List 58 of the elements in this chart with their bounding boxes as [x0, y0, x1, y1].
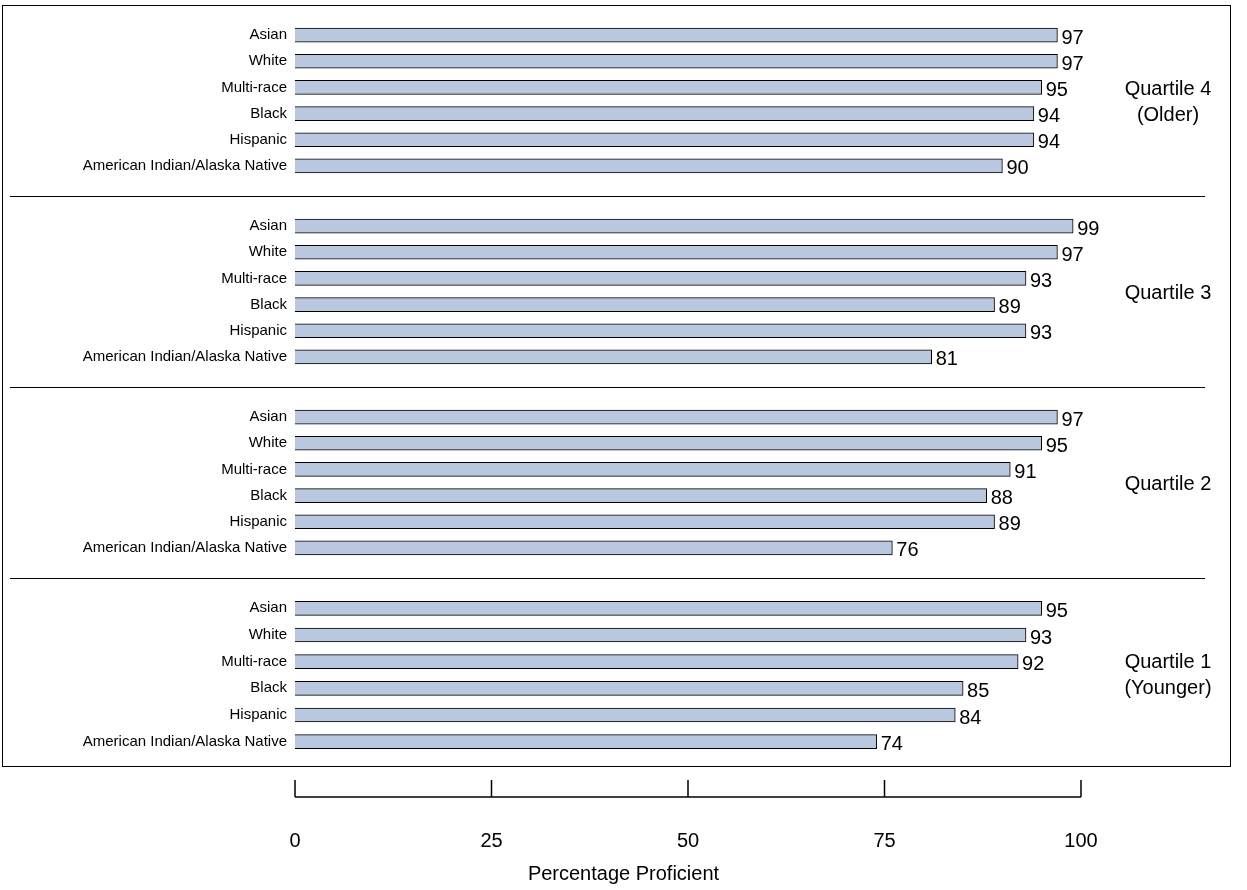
y-tick-label: Multi-race [221, 268, 287, 286]
data-label: 97 [1061, 242, 1084, 265]
data-label: 95 [1045, 433, 1068, 456]
text: Quartile 2 [1123, 470, 1213, 496]
data-label: 85 [967, 678, 990, 701]
y-tick-label: Asian [249, 598, 287, 616]
y-tick-label: Hispanic [229, 511, 288, 529]
data-label: 94 [1037, 130, 1061, 153]
data-label: 95 [1045, 598, 1068, 621]
y-tick-label: White [248, 51, 287, 69]
y-tick-label: White [248, 433, 287, 451]
x-axis-title: Percentage Proficient [526, 862, 721, 885]
data-label: 92 [1022, 652, 1045, 675]
text: Quartile 3 [1123, 279, 1213, 305]
data-label: 90 [1006, 156, 1029, 179]
data-label: 93 [1029, 321, 1053, 344]
data-label: 93 [1029, 625, 1053, 648]
x-tick-label: 100 [1064, 828, 1098, 851]
data-label: 99 [1077, 216, 1100, 239]
data-label: 88 [990, 486, 1013, 509]
y-tick-label: Asian [249, 407, 287, 425]
data-label: 97 [1061, 51, 1084, 74]
y-tick-label: American Indian/Alaska Native [82, 347, 287, 365]
y-tick-label: Black [250, 485, 288, 503]
x-tick-label: 0 [289, 828, 301, 851]
y-tick-label: American Indian/Alaska Native [82, 731, 287, 749]
y-tick-label: Multi-race [221, 459, 287, 477]
text: Quartile 4 (Older) [1123, 75, 1213, 127]
y-tick-label: American Indian/Alaska Native [82, 156, 287, 174]
data-label: 74 [880, 732, 903, 755]
data-label: 84 [959, 705, 982, 728]
y-tick-label: White [248, 625, 287, 643]
y-tick-label: Hispanic [229, 129, 288, 147]
y-tick-label: Black [250, 103, 288, 121]
y-tick-label: Asian [249, 25, 287, 43]
y-tick-label: White [248, 242, 287, 260]
data-label: 89 [998, 512, 1021, 535]
data-label: 97 [1061, 25, 1084, 48]
y-tick-label: Asian [249, 216, 287, 234]
y-tick-label: Hispanic [229, 705, 288, 723]
data-label: 89 [998, 295, 1021, 318]
y-tick-label: Black [250, 294, 288, 312]
x-tick-label: 25 [480, 828, 503, 851]
x-tick-label: 75 [873, 828, 896, 851]
data-label: 93 [1029, 268, 1053, 291]
y-tick-label: Multi-race [221, 651, 287, 669]
data-label: 81 [935, 347, 958, 370]
data-label: 94 [1037, 104, 1061, 127]
data-label: 76 [896, 538, 919, 561]
y-tick-label: Multi-race [221, 77, 287, 95]
data-label: 91 [1014, 459, 1037, 482]
y-tick-label: American Indian/Alaska Native [82, 538, 287, 556]
x-tick-label: 50 [676, 828, 700, 851]
y-tick-label: Black [250, 678, 288, 696]
data-label: 97 [1061, 407, 1084, 430]
text: Quartile 1 (Younger) [1123, 648, 1213, 700]
data-label: 95 [1045, 77, 1068, 100]
y-tick-label: Hispanic [229, 320, 288, 338]
